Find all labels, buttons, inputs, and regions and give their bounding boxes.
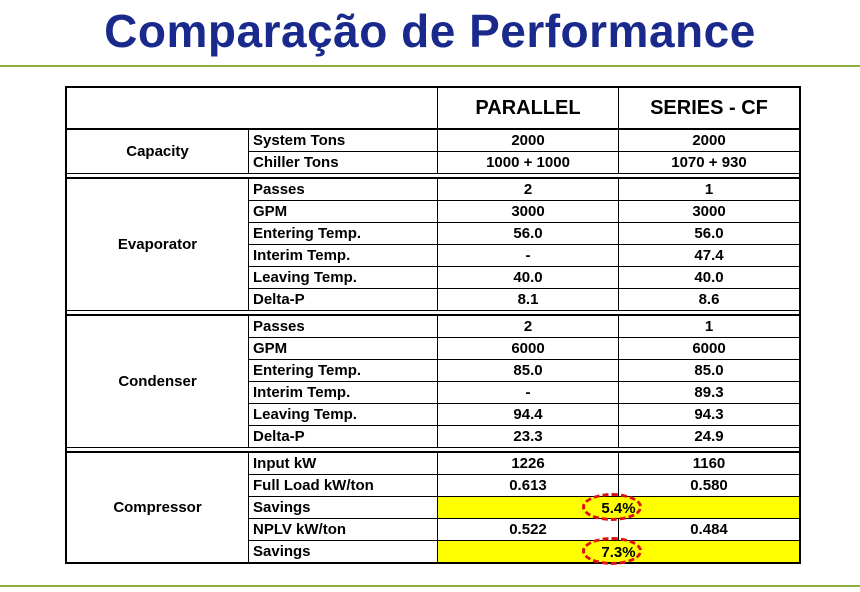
savings-cell: 5.4% (437, 493, 801, 521)
section-label-compressor: Compressor (65, 451, 249, 564)
savings-cell: 7.3% (437, 537, 801, 565)
table-row: Leaving Temp. 40.0 40.0 (66, 266, 801, 289)
table-row: Evaporator Passes 2 1 (65, 177, 801, 311)
param-label: Interim Temp. (248, 381, 438, 404)
series-value: 24.9 (618, 425, 801, 448)
table-row: Compressor Input kW 1226 1160 (65, 451, 801, 564)
top-divider (0, 65, 860, 67)
parallel-value: 3000 (437, 200, 619, 223)
parallel-value: 23.3 (437, 425, 619, 448)
param-label: Entering Temp. (248, 222, 438, 245)
header-series: SERIES - CF (618, 86, 801, 130)
param-label: Leaving Temp. (248, 403, 438, 426)
parallel-value: - (437, 381, 619, 404)
header-blank (65, 86, 438, 130)
series-value: 1 (618, 177, 801, 201)
table-row: Delta-P 8.1 8.6 (66, 288, 801, 311)
param-label: Delta-P (248, 288, 438, 311)
param-label: Savings (248, 496, 438, 519)
table-row: Capacity System Tons 2000 2000 (65, 128, 801, 174)
parallel-value: 2 (437, 314, 619, 338)
header-row: PARALLEL SERIES - CF (65, 86, 801, 130)
series-value: 0.580 (618, 474, 801, 497)
parallel-value: 56.0 (437, 222, 619, 245)
param-label: Entering Temp. (248, 359, 438, 382)
series-value: 85.0 (618, 359, 801, 382)
parallel-value: 1000 + 1000 (437, 151, 619, 174)
parallel-value: - (437, 244, 619, 267)
table-row: Entering Temp. 85.0 85.0 (66, 359, 801, 382)
table-row: Delta-P 23.3 24.9 (66, 425, 801, 448)
param-label: Delta-P (248, 425, 438, 448)
series-value: 94.3 (618, 403, 801, 426)
table-row: Interim Temp. -89.3 (66, 381, 801, 404)
series-value: 89.3 (618, 381, 801, 404)
series-value: 56.0 (618, 222, 801, 245)
series-value: 40.0 (618, 266, 801, 289)
section-label-capacity: Capacity (65, 128, 249, 174)
series-value: 0.484 (618, 518, 801, 541)
parallel-value: 0.522 (437, 518, 619, 541)
param-label: System Tons (248, 128, 438, 152)
series-value: 47.4 (618, 244, 801, 267)
header-parallel: PARALLEL (437, 86, 619, 130)
param-label: GPM (248, 200, 438, 223)
param-label: Savings (248, 540, 438, 564)
parallel-value: 8.1 (437, 288, 619, 311)
table-row: Condenser Passes 2 1 (65, 314, 801, 448)
parallel-value: 0.613 (437, 474, 619, 497)
table-row: Full Load kW/ton 0.613 0.580 (66, 474, 801, 497)
param-label: Passes (248, 177, 438, 201)
parallel-value: 94.4 (437, 403, 619, 426)
section-label-condenser: Condenser (65, 314, 249, 448)
series-value: 6000 (618, 337, 801, 360)
table-row: NPLV kW/ton 0.522 0.484 (66, 518, 801, 541)
series-value: 1160 (618, 451, 801, 475)
param-label: GPM (248, 337, 438, 360)
parallel-value: 6000 (437, 337, 619, 360)
highlight-ring (582, 493, 642, 521)
performance-table: PARALLEL SERIES - CF Capacity System Tons… (65, 86, 801, 565)
table-row: Savings 7.3% (66, 537, 801, 565)
section-label-evaporator: Evaporator (65, 177, 249, 311)
parallel-value: 40.0 (437, 266, 619, 289)
series-value: 3000 (618, 200, 801, 223)
bottom-divider (0, 585, 860, 587)
param-label: Interim Temp. (248, 244, 438, 267)
table-row: Chiller Tons 1000 + 1000 1070 + 930 (66, 151, 801, 174)
table-row: Interim Temp. -47.4 (66, 244, 801, 267)
series-value: 1070 + 930 (618, 151, 801, 174)
table-row: GPM 3000 3000 (66, 200, 801, 223)
table-row: Leaving Temp. 94.4 94.3 (66, 403, 801, 426)
parallel-value: 85.0 (437, 359, 619, 382)
param-label: Input kW (248, 451, 438, 475)
page-title: Comparação de Performance (104, 5, 756, 57)
series-value: 8.6 (618, 288, 801, 311)
series-value: 2000 (618, 128, 801, 152)
series-value: 1 (618, 314, 801, 338)
parallel-value: 2 (437, 177, 619, 201)
table-row: Entering Temp. 56.0 56.0 (66, 222, 801, 245)
parallel-value: 2000 (437, 128, 619, 152)
param-label: Chiller Tons (248, 151, 438, 174)
highlight-ring (582, 537, 642, 565)
param-label: Leaving Temp. (248, 266, 438, 289)
param-label: Passes (248, 314, 438, 338)
param-label: NPLV kW/ton (248, 518, 438, 541)
param-label: Full Load kW/ton (248, 474, 438, 497)
parallel-value: 1226 (437, 451, 619, 475)
